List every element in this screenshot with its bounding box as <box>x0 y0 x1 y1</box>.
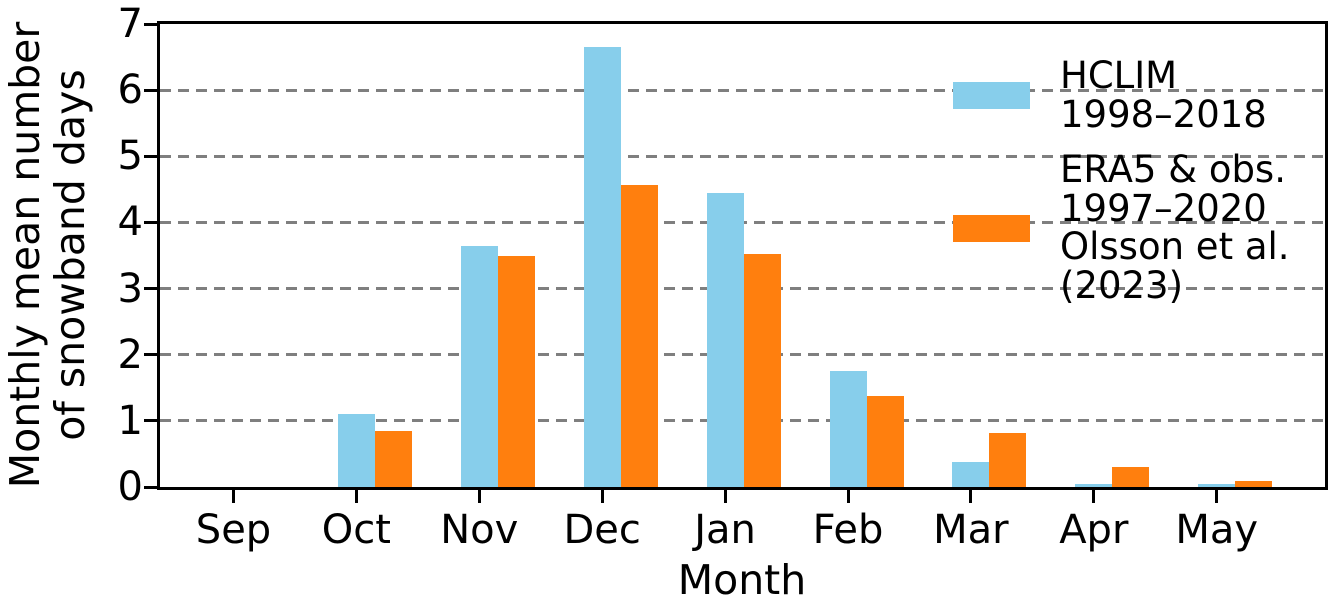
x-tick-label-jan: Jan <box>694 507 756 553</box>
bar-era5-jan <box>743 253 781 487</box>
x-tick-nov <box>477 490 481 503</box>
y-tick-label-5: 5 <box>117 133 143 180</box>
x-tick-label-oct: Oct <box>321 507 391 553</box>
y-tick-5 <box>144 154 157 158</box>
y-tick-0 <box>144 485 157 489</box>
plot-area <box>157 21 1328 490</box>
x-tick-label-apr: Apr <box>1059 507 1129 553</box>
legend-entry-hclim: HCLIM 1998–2018 <box>953 54 1290 136</box>
bar-era5-dec <box>620 184 658 487</box>
x-tick-apr <box>1092 490 1096 503</box>
y-tick-label-2: 2 <box>117 331 143 378</box>
y-tick-1 <box>144 419 157 423</box>
legend-label-hclim: HCLIM 1998–2018 <box>1060 54 1267 136</box>
bar-era5-may <box>1235 481 1273 487</box>
gridline-y-6 <box>160 88 1325 92</box>
bar-era5-apr <box>1112 467 1150 487</box>
y-tick-label-6: 6 <box>117 67 143 114</box>
legend-swatch-era5 <box>953 214 1030 242</box>
bar-hclim-jan <box>706 192 744 487</box>
x-tick-may <box>1215 490 1219 503</box>
x-tick-label-may: May <box>1175 507 1259 553</box>
bar-hclim-may <box>1198 483 1236 487</box>
bar-hclim-oct <box>337 414 375 487</box>
bar-era5-oct <box>374 430 412 487</box>
y-tick-label-0: 0 <box>117 464 143 510</box>
y-tick-label-4: 4 <box>117 199 143 246</box>
x-tick-label-mar: Mar <box>933 507 1009 553</box>
x-tick-label-dec: Dec <box>563 507 641 553</box>
x-tick-jan <box>723 490 727 503</box>
bar-hclim-feb <box>829 371 867 487</box>
x-tick-dec <box>600 490 604 503</box>
gridline-y-5 <box>160 154 1325 158</box>
y-tick-label-7: 7 <box>117 1 143 47</box>
bar-era5-mar <box>989 433 1027 487</box>
legend-entry-era5: ERA5 & obs. 1997–2020 Olsson et al. (202… <box>953 148 1290 307</box>
y-tick-2 <box>144 353 157 357</box>
bar-era5-nov <box>497 255 535 487</box>
y-tick-6 <box>144 88 157 92</box>
y-tick-3 <box>144 287 157 291</box>
bar-hclim-apr <box>1075 483 1113 487</box>
bar-hclim-nov <box>460 245 498 487</box>
legend-label-era5: ERA5 & obs. 1997–2020 Olsson et al. (202… <box>1060 148 1290 307</box>
legend: HCLIM 1998–2018 ERA5 & obs. 1997–2020 Ols… <box>953 54 1290 307</box>
x-tick-sep <box>232 490 235 503</box>
y-tick-7 <box>144 22 157 26</box>
bar-era5-feb <box>866 395 904 487</box>
y-tick-4 <box>144 220 157 224</box>
bar-hclim-mar <box>952 461 990 487</box>
x-tick-label-sep: Sep <box>195 507 272 553</box>
x-tick-label-nov: Nov <box>440 507 519 553</box>
legend-swatch-hclim <box>953 82 1030 109</box>
x-tick-label-feb: Feb <box>812 507 884 553</box>
plot-inner <box>160 24 1325 487</box>
x-tick-oct <box>354 490 358 503</box>
y-tick-label-3: 3 <box>117 265 143 312</box>
bar-hclim-dec <box>583 47 621 487</box>
y-axis-label: Monthly mean number of snowband days <box>1 21 94 489</box>
y-tick-label-1: 1 <box>117 397 143 444</box>
x-tick-feb <box>846 490 850 503</box>
x-axis-label: Month <box>677 556 807 604</box>
x-tick-mar <box>969 490 973 503</box>
